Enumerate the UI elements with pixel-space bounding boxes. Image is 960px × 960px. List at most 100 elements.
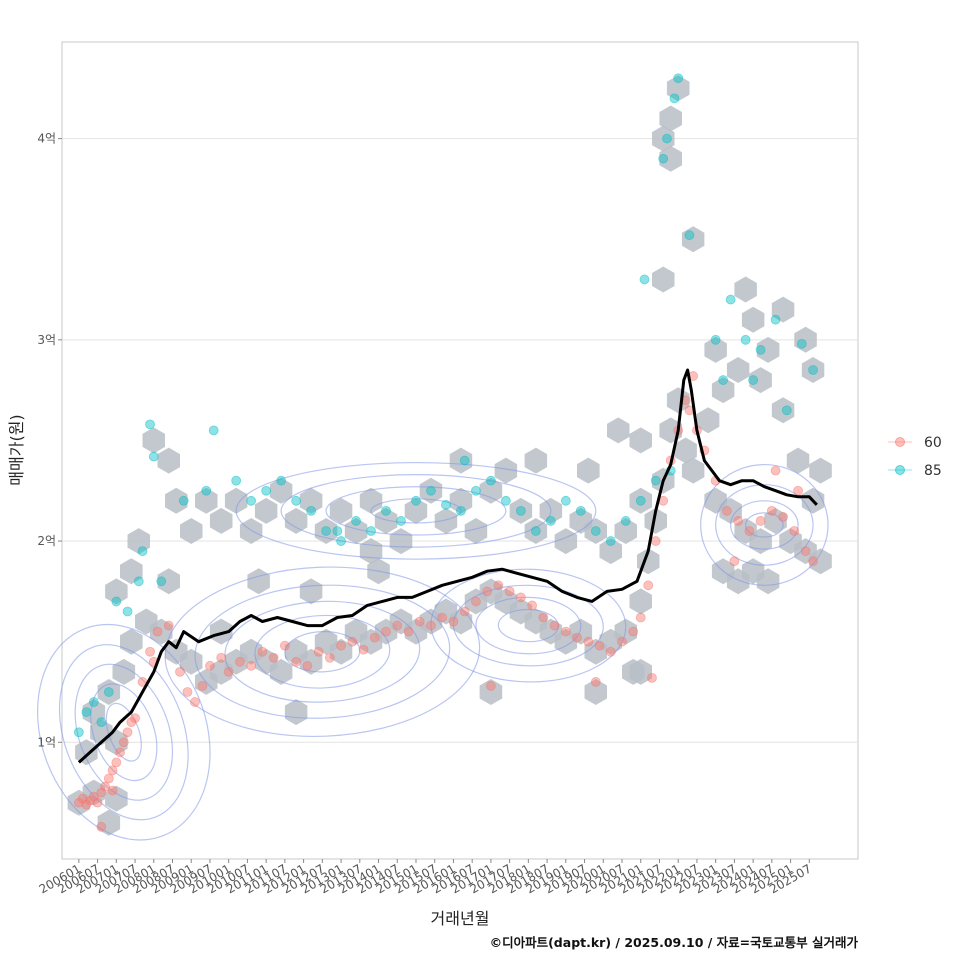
hexbin	[209, 618, 233, 645]
point-series-85	[426, 485, 436, 496]
point-series-85	[718, 375, 729, 385]
point-series-85	[684, 230, 695, 241]
point-series-60	[766, 505, 777, 516]
density-contour	[715, 484, 814, 566]
hexbin	[195, 487, 218, 514]
point-series-60	[223, 666, 234, 677]
hexbin	[681, 457, 705, 484]
hexbin	[299, 648, 323, 675]
hexbin	[584, 518, 607, 544]
density-contour	[370, 498, 462, 524]
hexbin	[97, 679, 121, 705]
point-series-60	[336, 640, 346, 651]
point-series-60	[96, 787, 107, 798]
point-series-60	[392, 620, 403, 631]
density-contour	[90, 683, 158, 782]
hexbin	[726, 357, 750, 383]
hexbin	[584, 679, 607, 705]
point-series-60	[482, 586, 493, 597]
point-series-85	[411, 495, 421, 506]
point-series-85	[545, 516, 556, 526]
point-series-85	[396, 516, 406, 526]
caption: ©디아파트(dapt.kr) / 2025.09.10 / 자료=국토교통부 실…	[490, 935, 859, 950]
hexbin	[434, 507, 458, 534]
point-series-60	[647, 672, 657, 683]
point-series-85	[148, 451, 159, 462]
y-axis: 1억 2억 3억 4억	[37, 132, 62, 749]
legend-key-85-point	[895, 465, 905, 475]
point-series-60	[216, 652, 227, 663]
point-series-85	[261, 485, 272, 496]
point-series-60	[205, 660, 215, 671]
density-contour	[235, 461, 597, 560]
hexbin	[344, 518, 368, 544]
density-contour	[284, 630, 361, 673]
hexbin	[404, 497, 428, 524]
hexbin	[239, 518, 263, 544]
point-series-60	[800, 546, 811, 557]
point-series-60	[549, 620, 560, 631]
point-series-60	[145, 646, 155, 657]
density-contour	[700, 463, 829, 586]
point-series-60	[92, 797, 103, 808]
hexbin	[652, 125, 675, 152]
point-series-85	[145, 419, 155, 430]
y-tick-label: 2억	[37, 534, 56, 548]
hexbin	[652, 266, 675, 293]
y-tick-label: 4억	[37, 132, 56, 146]
hexbin	[284, 507, 308, 534]
point-series-85	[662, 133, 672, 144]
density-contour	[475, 596, 582, 655]
point-series-85	[441, 499, 451, 510]
point-series-85	[137, 546, 148, 557]
point-series-60	[100, 781, 110, 792]
point-series-60	[175, 666, 185, 677]
hexbin	[629, 427, 652, 454]
point-series-60	[88, 791, 99, 802]
point-series-60	[605, 646, 616, 657]
point-series-85	[669, 93, 680, 104]
point-series-85	[103, 687, 114, 697]
point-series-60	[381, 626, 391, 637]
hexbin	[666, 75, 690, 102]
point-series-60	[111, 757, 122, 768]
point-series-85	[590, 526, 601, 536]
y-tick-label: 3억	[37, 333, 56, 347]
point-series-60	[77, 793, 88, 804]
point-series-60	[729, 556, 740, 567]
hexbin	[711, 377, 735, 404]
hexbin	[165, 487, 188, 514]
point-series-60	[152, 626, 163, 637]
hexbin	[524, 447, 548, 474]
point-series-60	[279, 640, 290, 651]
hexbin	[741, 306, 765, 333]
hexbin	[771, 296, 795, 323]
point-series-60	[347, 636, 358, 647]
point-series-85	[201, 485, 212, 496]
hexbin	[254, 497, 278, 524]
hexbin	[449, 447, 473, 474]
hexbin	[299, 578, 323, 605]
point-series-60	[73, 797, 84, 808]
point-series-60	[744, 526, 755, 536]
point-series-60	[358, 644, 369, 655]
point-series-60	[635, 612, 646, 623]
point-series-60	[126, 717, 137, 728]
density-contour	[194, 584, 451, 719]
density-contour	[105, 702, 142, 762]
density-contour	[325, 486, 507, 536]
point-series-85	[456, 505, 466, 516]
density-contour	[36, 623, 211, 841]
point-series-85	[486, 475, 496, 486]
legend-label-60: 60	[924, 435, 942, 451]
point-series-85	[560, 495, 571, 506]
hexbin	[704, 336, 727, 363]
point-series-85	[96, 717, 107, 728]
hexbin	[809, 457, 832, 484]
point-series-60	[268, 652, 279, 663]
density-contour	[164, 566, 481, 738]
point-series-60	[313, 646, 324, 657]
hexbin	[786, 447, 810, 474]
point-series-60	[437, 612, 448, 623]
hexbin	[374, 507, 398, 534]
